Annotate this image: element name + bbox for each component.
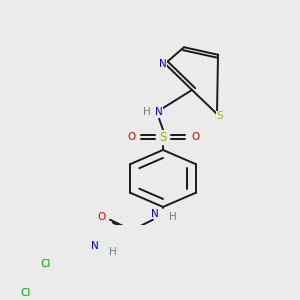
Text: H: H [169,212,177,222]
Text: N: N [91,241,99,251]
Text: H: H [143,107,151,118]
Text: S: S [159,131,167,144]
Text: N: N [155,107,163,118]
Text: Cl: Cl [41,259,51,269]
Text: S: S [217,111,223,121]
Text: N: N [151,209,159,219]
Text: Cl: Cl [21,288,31,298]
Text: O: O [127,132,135,142]
Text: O: O [191,132,199,142]
Text: H: H [109,247,117,257]
Text: O: O [98,212,106,222]
Text: N: N [159,59,167,70]
